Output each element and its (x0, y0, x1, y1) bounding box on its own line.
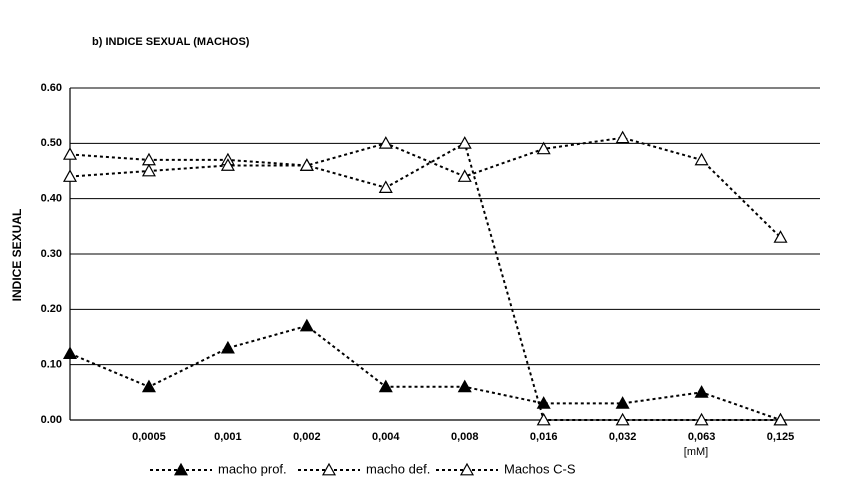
x-tick-label: 0,125 (767, 431, 795, 443)
data-point (694, 152, 709, 166)
data-point (536, 141, 551, 155)
x-tick-label: 0,008 (451, 431, 479, 443)
data-point (694, 412, 709, 426)
data-point (378, 180, 393, 193)
data-point (220, 158, 235, 171)
legend-marker (321, 462, 337, 476)
y-axis-label: INDICE SEXUAL (10, 209, 24, 302)
series-line (69, 136, 782, 239)
data-point (536, 396, 551, 409)
data-point (615, 396, 630, 409)
y-tick-label: 0.40 (41, 193, 62, 205)
y-tick-label: 0.60 (41, 82, 62, 94)
data-point (536, 412, 551, 426)
legend-label: macho def. (366, 461, 430, 476)
data-point (457, 379, 472, 393)
legend-marker (173, 462, 189, 476)
x-unit: [mM] (684, 446, 708, 458)
data-point (378, 379, 393, 393)
x-tick-label: 0,063 (688, 431, 716, 443)
legend-label: macho prof. (218, 461, 287, 476)
legend-label: Machos C-S (504, 461, 576, 476)
y-tick-label: 0.50 (41, 137, 62, 149)
data-point (615, 412, 630, 426)
data-point (62, 169, 78, 182)
data-point (299, 318, 314, 332)
x-tick-label: 0,002 (293, 431, 321, 443)
y-tick-label: 0.20 (41, 303, 62, 315)
data-point (457, 136, 472, 149)
x-tick-label: 0,004 (372, 431, 400, 443)
data-point (62, 346, 78, 359)
data-point (299, 158, 314, 171)
data-point (457, 169, 472, 182)
x-tick-label: 0,016 (530, 431, 558, 443)
data-point (694, 385, 709, 398)
series-line (69, 324, 781, 421)
x-tick-label: 0,001 (214, 431, 242, 443)
data-point (220, 340, 235, 354)
chart-title: b) INDICE SEXUAL (MACHOS) (92, 36, 250, 48)
data-point (62, 147, 78, 160)
x-tick-label: 0,0005 (132, 431, 166, 443)
data-point (773, 412, 788, 426)
data-point (141, 163, 156, 177)
series-line (69, 141, 781, 421)
y-tick-label: 0.00 (41, 414, 62, 426)
y-tick-label: 0.30 (41, 248, 62, 260)
data-point (773, 230, 788, 243)
data-point (378, 136, 393, 149)
y-tick-label: 0.10 (41, 359, 62, 371)
x-tick-label: 0,032 (609, 431, 637, 443)
data-point (615, 130, 630, 144)
data-point (141, 379, 156, 393)
legend-marker (459, 462, 475, 476)
